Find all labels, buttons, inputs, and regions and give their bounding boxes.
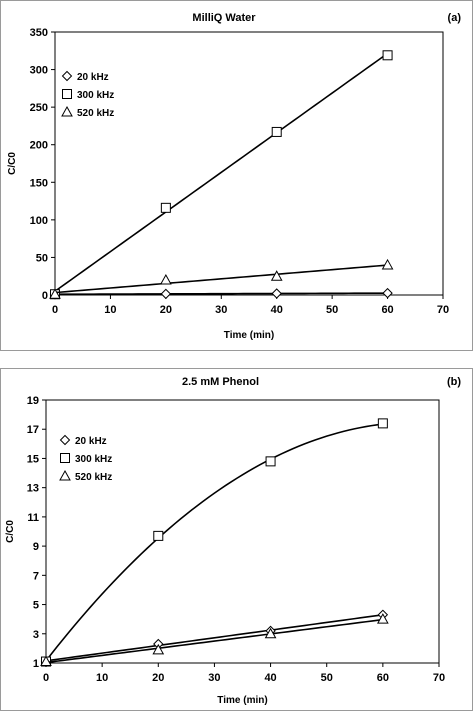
legend-marker bbox=[59, 434, 71, 446]
series-diamond bbox=[40, 609, 389, 667]
data-point bbox=[264, 627, 277, 639]
y-tick-label: 7 bbox=[33, 570, 39, 582]
data-point bbox=[271, 126, 282, 137]
trend-line bbox=[45, 618, 383, 664]
data-point bbox=[265, 456, 276, 467]
y-tick-label: 250 bbox=[30, 102, 48, 114]
series-triangle bbox=[40, 613, 389, 667]
y-tick-label: 3 bbox=[33, 629, 39, 641]
x-tick-label: 70 bbox=[433, 672, 445, 684]
y-axis-label: C/C0 bbox=[5, 520, 16, 543]
data-point bbox=[40, 655, 52, 667]
series-triangle bbox=[49, 258, 394, 299]
data-point bbox=[270, 270, 283, 281]
y-tick-label: 200 bbox=[30, 140, 48, 152]
y-tick-label: 1 bbox=[33, 658, 39, 670]
legend-label: 20 kHz bbox=[77, 72, 109, 83]
data-point bbox=[160, 288, 172, 300]
x-tick-label: 10 bbox=[104, 304, 116, 316]
panel-label: (a) bbox=[448, 12, 462, 24]
chart-title: MilliQ Water bbox=[192, 12, 256, 24]
series-square bbox=[41, 418, 388, 667]
x-tick-label: 40 bbox=[264, 672, 276, 684]
chart-panel-a: MilliQ Water (a) 0 50 100 150 200 250 300 350 0 10 2… bbox=[0, 0, 473, 351]
legend-label: 300 kHz bbox=[77, 90, 114, 101]
series-square bbox=[50, 50, 393, 300]
data-point bbox=[152, 643, 165, 655]
plot-area bbox=[54, 31, 444, 296]
x-tick-label: 70 bbox=[437, 304, 449, 316]
trend-line bbox=[45, 613, 383, 662]
x-tick-label: 0 bbox=[52, 304, 58, 316]
x-tick-label: 10 bbox=[96, 672, 108, 684]
legend-label: 520 kHz bbox=[75, 472, 112, 483]
y-tick-label: 50 bbox=[36, 252, 48, 264]
legend-label: 520 kHz bbox=[77, 108, 114, 119]
trend-line bbox=[54, 264, 388, 294]
y-tick-label: 0 bbox=[42, 290, 48, 302]
chart-title: 2.5 mM Phenol bbox=[182, 376, 259, 388]
data-point bbox=[377, 613, 389, 624]
data-point bbox=[377, 418, 388, 429]
y-tick-label: 19 bbox=[27, 395, 39, 407]
y-tick-label: 11 bbox=[27, 512, 39, 524]
data-point bbox=[271, 288, 282, 299]
legend-marker bbox=[59, 469, 71, 481]
legend-label: 20 kHz bbox=[75, 436, 107, 447]
data-point bbox=[160, 273, 172, 285]
chart-a-svg: MilliQ Water (a) 0 50 100 150 200 250 300 350 0 10 2… bbox=[7, 12, 462, 341]
x-tick-label: 50 bbox=[321, 672, 333, 684]
data-point bbox=[382, 50, 393, 61]
y-tick-label: 350 bbox=[30, 27, 48, 39]
legend-marker bbox=[62, 89, 72, 99]
legend-marker bbox=[60, 453, 70, 463]
x-tick-label: 50 bbox=[326, 304, 338, 316]
trend-line bbox=[54, 52, 389, 292]
legend-marker bbox=[61, 105, 73, 117]
legend-marker bbox=[61, 70, 73, 82]
x-tick-label: 20 bbox=[152, 672, 164, 684]
x-tick-label: 60 bbox=[381, 304, 393, 316]
data-point bbox=[160, 202, 171, 213]
chart-panel-b: 2.5 mM Phenol (b) 1 3 5 7 9 11 13 15 17 19 0 10 20 30 40… bbox=[0, 368, 473, 711]
x-tick-label: 30 bbox=[215, 304, 227, 316]
plot-area bbox=[45, 399, 440, 664]
y-tick-label: 9 bbox=[33, 541, 39, 553]
x-tick-label: 0 bbox=[43, 672, 49, 684]
x-axis-label: Time (min) bbox=[224, 330, 274, 341]
x-axis-label: Time (min) bbox=[217, 695, 267, 706]
y-tick-label: 100 bbox=[30, 215, 48, 227]
x-tick-label: 40 bbox=[271, 304, 283, 316]
x-tick-label: 30 bbox=[208, 672, 220, 684]
data-point bbox=[49, 288, 61, 299]
trend-line bbox=[45, 423, 383, 662]
y-tick-label: 15 bbox=[27, 453, 39, 465]
legend-label: 300 kHz bbox=[75, 454, 112, 465]
y-axis-label: C/C0 bbox=[7, 152, 18, 175]
y-tick-label: 13 bbox=[27, 483, 39, 495]
y-tick-label: 150 bbox=[30, 177, 48, 189]
data-point bbox=[382, 287, 393, 299]
y-tick-label: 300 bbox=[30, 65, 48, 77]
data-point bbox=[153, 530, 164, 541]
trend-line bbox=[54, 292, 388, 296]
data-point bbox=[381, 258, 394, 270]
y-tick-label: 5 bbox=[33, 600, 39, 612]
x-tick-label: 60 bbox=[377, 672, 389, 684]
y-tick-label: 17 bbox=[27, 424, 39, 436]
x-tick-label: 20 bbox=[160, 304, 172, 316]
panel-label: (b) bbox=[447, 376, 461, 388]
